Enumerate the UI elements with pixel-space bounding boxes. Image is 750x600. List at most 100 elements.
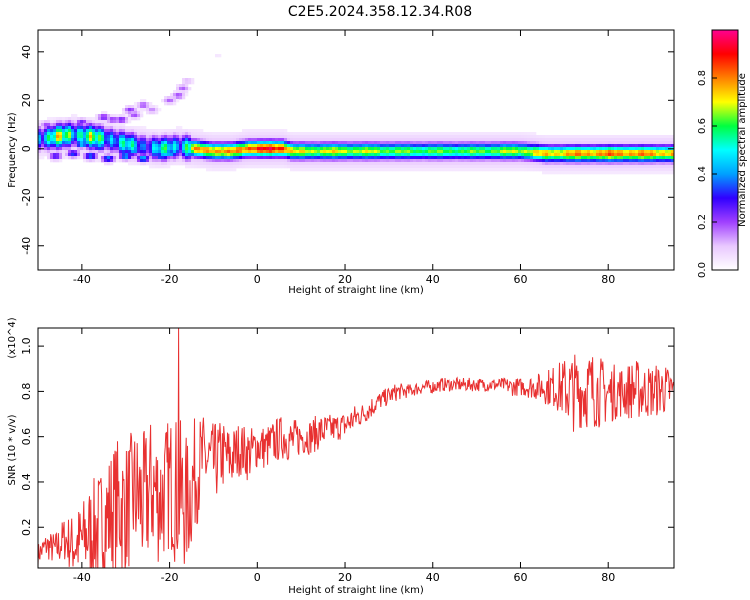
spectrogram-cell — [491, 153, 495, 157]
spectrogram-cell — [515, 144, 519, 148]
colorbar-frame — [711, 29, 739, 271]
spectrogram-cell — [317, 162, 321, 166]
spectrogram-cell — [344, 147, 348, 151]
spectrogram-cell — [581, 144, 585, 148]
spectrogram-cell — [302, 150, 306, 154]
spectrogram-cell — [137, 114, 141, 118]
spectrogram-cell — [470, 153, 474, 157]
spectrogram-cell — [320, 135, 324, 139]
spectrogram-cell — [161, 138, 165, 142]
spectrogram-cell — [464, 159, 468, 163]
spectrogram-cell — [581, 165, 585, 169]
spectrogram-cell — [392, 132, 396, 136]
spectrogram-cell — [281, 141, 285, 145]
spectrogram-cell — [287, 141, 291, 145]
spectrogram-cell — [620, 150, 624, 154]
spectrogram-cell — [359, 165, 363, 169]
spectrogram-cell — [173, 90, 177, 94]
spectrogram-cell — [110, 147, 114, 151]
spectrogram-cell — [452, 165, 456, 169]
spectrogram-cell — [86, 123, 90, 127]
spectrogram-cell — [56, 159, 60, 163]
spectrogram-cell — [650, 171, 654, 175]
spectrogram-cell — [608, 135, 612, 139]
spectrogram-cell — [98, 141, 102, 145]
spectrogram-cell — [170, 132, 174, 136]
spectrogram-cell — [608, 150, 612, 154]
spectrogram-cell — [551, 135, 555, 139]
spectrogram-cell — [221, 165, 225, 169]
spectrogram-cell — [164, 141, 168, 145]
spectrogram-cell — [629, 168, 633, 172]
spectrogram-cell — [617, 135, 621, 139]
spectrogram-cell — [263, 135, 267, 139]
spectrogram-cell — [77, 132, 81, 136]
spectrogram-cell — [179, 84, 183, 88]
spectrogram-cell — [437, 132, 441, 136]
spectrogram-cell — [512, 135, 516, 139]
spectrogram-cell — [377, 135, 381, 139]
spectrogram-cell — [647, 168, 651, 172]
spectrogram-cell — [62, 147, 66, 151]
spectrogram-cell — [572, 144, 576, 148]
spectrogram-cell — [365, 144, 369, 148]
spectrogram-cell — [518, 138, 522, 142]
spectrogram-cell — [431, 138, 435, 142]
spectrogram-cell — [572, 156, 576, 160]
spectrogram-cell — [650, 159, 654, 163]
spectrogram-cell — [581, 150, 585, 154]
spectrogram-cell — [617, 147, 621, 151]
spectrogram-cell — [548, 165, 552, 169]
spectrogram-cell — [293, 156, 297, 160]
spectrogram-cell — [155, 144, 159, 148]
spectrogram-cell — [488, 165, 492, 169]
spectrogram-cell — [134, 141, 138, 145]
spectrogram-cell — [131, 156, 135, 160]
spectrogram-cell — [350, 153, 354, 157]
spectrogram-cell — [74, 126, 78, 130]
spectrogram-cell — [575, 168, 579, 172]
spectrogram-cell — [467, 141, 471, 145]
spectrogram-cell — [65, 144, 69, 148]
spectrogram-cell — [125, 144, 129, 148]
spectrogram-cell — [512, 153, 516, 157]
spectrogram-cell — [80, 135, 84, 139]
spectrogram-cell — [422, 135, 426, 139]
spectrogram-cell — [635, 159, 639, 163]
spectrogram-cell — [185, 165, 189, 169]
spectrogram-cell — [194, 165, 198, 169]
spectrogram-cell — [272, 129, 276, 133]
spectrogram-cell — [602, 150, 606, 154]
spectrogram-cell — [104, 135, 108, 139]
spectrogram-cell — [236, 135, 240, 139]
spectrogram-cell — [227, 144, 231, 148]
spectrogram-cell — [593, 162, 597, 166]
spectrogram-cell — [287, 138, 291, 142]
spectrogram-cell — [71, 126, 75, 130]
spectrogram-cell — [65, 135, 69, 139]
spectrogram-cell — [554, 171, 558, 175]
spectrogram-cell — [227, 168, 231, 172]
spectrogram-cell — [512, 168, 516, 172]
spectrogram-cell — [65, 150, 69, 154]
spectrogram-cell — [122, 129, 126, 133]
spectrogram-cell — [191, 135, 195, 139]
spectrogram-cell — [599, 162, 603, 166]
spectrogram-cell — [98, 114, 102, 118]
spectrogram-cell — [629, 153, 633, 157]
spectrogram-cell — [626, 150, 630, 154]
spectrogram-cell — [173, 96, 177, 100]
spectrogram-cell — [47, 129, 51, 133]
spectrogram-cell — [569, 162, 573, 166]
spectrogram-cell — [314, 165, 318, 169]
snr-x-tick-label: 80 — [601, 571, 615, 584]
spectrogram-cell — [248, 165, 252, 169]
spectrogram-cell — [83, 126, 87, 130]
spectrogram-cell — [371, 147, 375, 151]
spectrogram-cell — [611, 162, 615, 166]
spectrogram-cell — [188, 165, 192, 169]
spectrogram-cell — [560, 141, 564, 145]
spectrogram-cell — [41, 135, 45, 139]
spectrogram-cell — [158, 159, 162, 163]
spectrogram-cell — [632, 156, 636, 160]
